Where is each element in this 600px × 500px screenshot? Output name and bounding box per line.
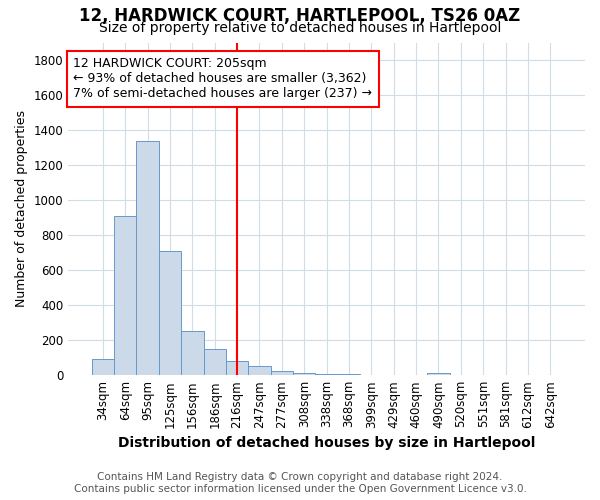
Text: 12 HARDWICK COURT: 205sqm
← 93% of detached houses are smaller (3,362)
7% of sem: 12 HARDWICK COURT: 205sqm ← 93% of detac… — [73, 58, 373, 100]
Bar — [248, 366, 271, 375]
Bar — [271, 371, 293, 375]
Bar — [159, 251, 181, 375]
Bar — [181, 332, 203, 375]
Bar — [136, 140, 159, 375]
Bar — [114, 216, 136, 375]
Bar — [338, 374, 360, 375]
Bar — [226, 361, 248, 375]
Bar — [360, 374, 383, 375]
Y-axis label: Number of detached properties: Number of detached properties — [15, 110, 28, 308]
Bar — [203, 349, 226, 375]
Bar — [316, 374, 338, 375]
Text: 12, HARDWICK COURT, HARTLEPOOL, TS26 0AZ: 12, HARDWICK COURT, HARTLEPOOL, TS26 0AZ — [79, 8, 521, 26]
Text: Size of property relative to detached houses in Hartlepool: Size of property relative to detached ho… — [99, 21, 501, 35]
Text: Contains HM Land Registry data © Crown copyright and database right 2024.
Contai: Contains HM Land Registry data © Crown c… — [74, 472, 526, 494]
Bar — [293, 372, 316, 375]
X-axis label: Distribution of detached houses by size in Hartlepool: Distribution of detached houses by size … — [118, 436, 535, 450]
Bar — [427, 372, 449, 375]
Bar — [92, 360, 114, 375]
